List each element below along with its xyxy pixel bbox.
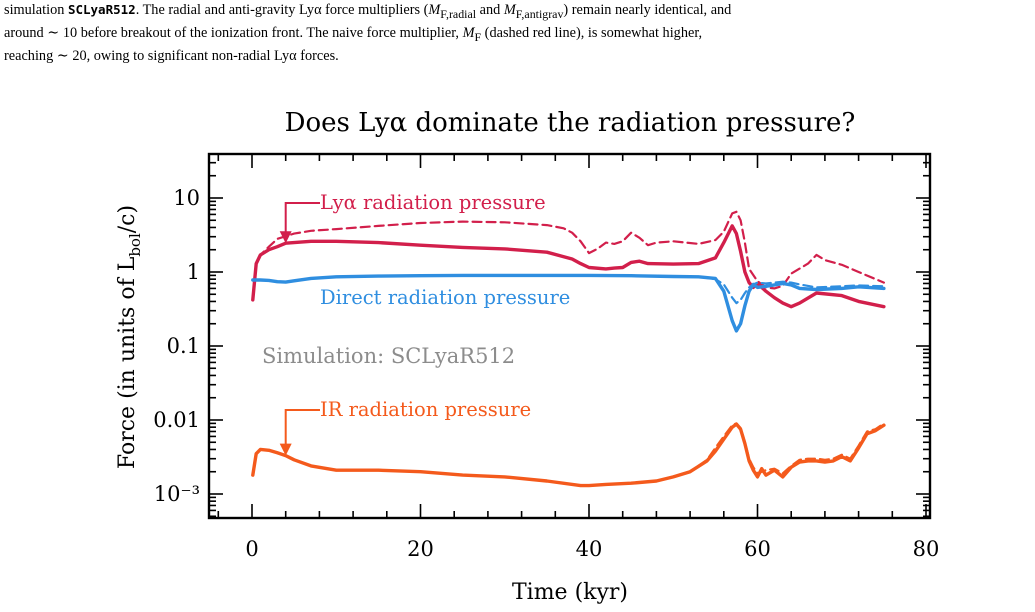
chart-title: Does Lyα dominate the radiation pressure… — [285, 108, 856, 138]
caption-text: (dashed red line), is somewhat higher, — [481, 24, 703, 41]
series-direct_dashed — [697, 275, 885, 305]
x-axis-label: Time (kyr) — [512, 580, 628, 605]
y-tick-label: 10 — [173, 186, 200, 210]
y-tick-label: 10⁻³ — [154, 482, 200, 506]
caption-text: around ∼ 10 before breakout of the ioniz… — [4, 24, 463, 41]
caption-subscript: F,radial — [440, 6, 477, 21]
tick-labels: 0 20 40 60 80 10⁻³ 0.01 0.1 1 10 — [153, 186, 939, 561]
y-axis-label-end: /c) — [115, 205, 140, 233]
annotations: Lyα radiation pressure Direct radiation … — [262, 191, 570, 456]
x-tick-label: 60 — [744, 537, 771, 561]
plot-lines — [251, 210, 886, 488]
lya-label: Lyα radiation pressure — [320, 191, 546, 214]
y-tick-label: 0.1 — [167, 334, 200, 358]
y-axis-label-main: Force (in units of L — [115, 256, 140, 469]
ir-arrowhead — [279, 443, 292, 456]
ir-leader-line — [284, 409, 320, 446]
caption-text: reaching ∼ 20, owing to significant non-… — [4, 47, 339, 64]
caption-text: . The radial and anti-gravity Lyα force … — [135, 2, 429, 18]
lya-arrowhead — [279, 231, 292, 244]
x-tick-label: 80 — [913, 537, 940, 561]
figure-caption: simulation SCLyaR512. The radial and ant… — [4, 0, 1030, 66]
caption-text: simulation — [4, 2, 68, 18]
caption-symbol: M — [462, 24, 475, 41]
direct-label: Direct radiation pressure — [320, 286, 570, 309]
series-ir_solid — [251, 422, 886, 488]
simulation-label: Simulation: SCLyaR512 — [262, 344, 515, 368]
y-axis-label-sub: bol — [126, 233, 144, 257]
caption-text: and — [476, 2, 504, 18]
y-tick-label: 0.01 — [153, 408, 200, 432]
y-axis-label: Force (in units of Lbol/c) — [115, 205, 144, 469]
caption-line-1: simulation SCLyaR512. The radial and ant… — [4, 0, 1030, 24]
x-tick-label: 0 — [245, 537, 258, 561]
series-ir_dashed — [672, 422, 885, 478]
x-tick-label: 20 — [407, 537, 434, 561]
lya-leader-line — [284, 202, 320, 234]
x-tick-label: 40 — [576, 537, 603, 561]
caption-symbol: M — [428, 2, 441, 18]
caption-symbol: M — [503, 2, 516, 18]
plot-frame — [207, 152, 932, 520]
y-tick-label: 1 — [187, 260, 200, 284]
series-lya_solid — [251, 224, 886, 309]
ir-label: IR radiation pressure — [320, 398, 531, 421]
caption-line-2: around ∼ 10 before breakout of the ioniz… — [4, 24, 1030, 47]
caption-text: ) remain nearly identical, and — [563, 2, 732, 18]
caption-line-3: reaching ∼ 20, owing to significant non-… — [4, 47, 1030, 66]
caption-subscript: F — [474, 29, 482, 44]
axis-ticks — [209, 154, 930, 518]
caption-subscript: F,antigrav — [515, 6, 564, 21]
caption-sim-name: SCLyaR512 — [67, 2, 136, 17]
series-lya_dashed — [251, 210, 885, 301]
